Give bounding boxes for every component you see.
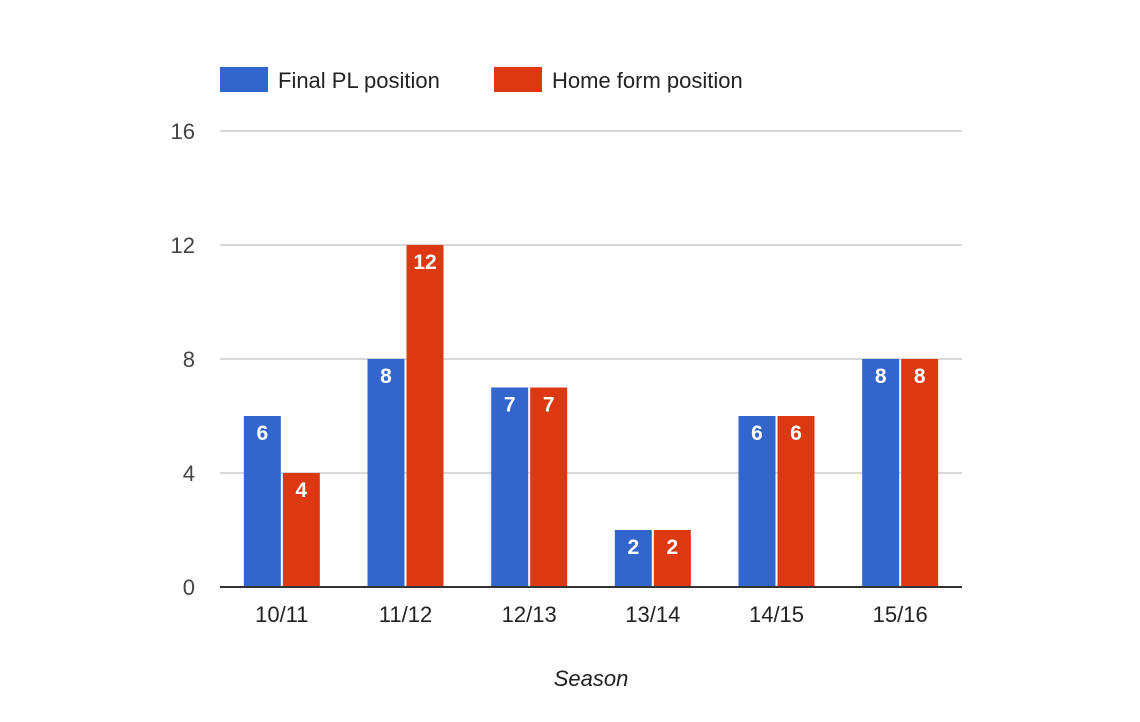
data-label-final-pl-11-12: 8 (380, 365, 392, 388)
data-label-final-pl-12-13: 7 (504, 394, 516, 417)
x-axis-title: Season (554, 666, 629, 691)
y-tick-label-0: 0 (183, 575, 195, 600)
bar-final-pl-11-12 (367, 359, 405, 587)
bar-home-form-14-15 (777, 416, 815, 587)
legend: Final PL position Home form position (220, 67, 743, 93)
bar-final-pl-10-11 (243, 416, 281, 587)
data-label-final-pl-15-16: 8 (875, 365, 887, 388)
y-tick-label-12: 12 (171, 233, 195, 258)
data-label-home-form-14-15: 6 (790, 422, 802, 445)
data-label-home-form-12-13: 7 (543, 394, 555, 417)
legend-label-final-pl-position: Final PL position (278, 68, 440, 93)
x-tick-label-10-11: 10/11 (255, 602, 308, 627)
bar-home-form-12-13 (530, 387, 568, 587)
legend-swatch-home-form-position (494, 67, 542, 92)
data-label-final-pl-10-11: 6 (256, 422, 268, 445)
x-axis-ticks: 10/11 11/12 12/13 13/14 14/15 15/16 (255, 602, 928, 627)
bar-home-form-13-14 (653, 530, 691, 587)
y-tick-label-8: 8 (183, 347, 195, 372)
gridlines (220, 130, 962, 474)
legend-swatch-final-pl-position (220, 67, 268, 92)
x-tick-label-14-15: 14/15 (749, 602, 804, 627)
bar-final-pl-12-13 (491, 387, 529, 587)
bars: 6 4 8 12 7 7 2 2 6 6 8 8 (243, 245, 939, 587)
data-label-final-pl-13-14: 2 (627, 536, 639, 559)
data-label-home-form-13-14: 2 (666, 536, 678, 559)
x-tick-label-11-12: 11/12 (379, 602, 432, 627)
bar-home-form-15-16 (901, 359, 939, 587)
y-tick-label-16: 16 (171, 119, 195, 144)
bar-home-form-11-12 (406, 245, 444, 587)
bar-final-pl-15-16 (862, 359, 900, 587)
data-label-final-pl-14-15: 6 (751, 422, 763, 445)
y-axis-ticks: 0 4 8 12 16 (171, 119, 195, 600)
x-tick-label-15-16: 15/16 (873, 602, 928, 627)
y-tick-label-4: 4 (183, 461, 195, 486)
data-label-home-form-11-12: 12 (413, 251, 436, 274)
legend-label-home-form-position: Home form position (552, 68, 743, 93)
x-tick-label-13-14: 13/14 (625, 602, 680, 627)
bar-final-pl-14-15 (738, 416, 776, 587)
x-tick-label-12-13: 12/13 (502, 602, 557, 627)
data-label-home-form-10-11: 4 (295, 479, 307, 502)
bar-home-form-10-11 (282, 473, 320, 587)
data-label-home-form-15-16: 8 (914, 365, 926, 388)
bar-final-pl-13-14 (614, 530, 652, 587)
